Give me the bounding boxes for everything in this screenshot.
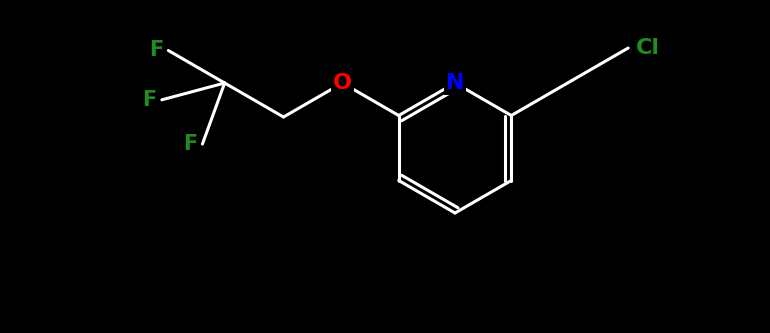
Text: F: F	[142, 90, 157, 110]
Text: F: F	[149, 41, 163, 61]
Text: N: N	[446, 73, 464, 93]
Text: O: O	[333, 73, 352, 93]
Text: Cl: Cl	[636, 38, 660, 58]
Text: F: F	[183, 134, 197, 154]
